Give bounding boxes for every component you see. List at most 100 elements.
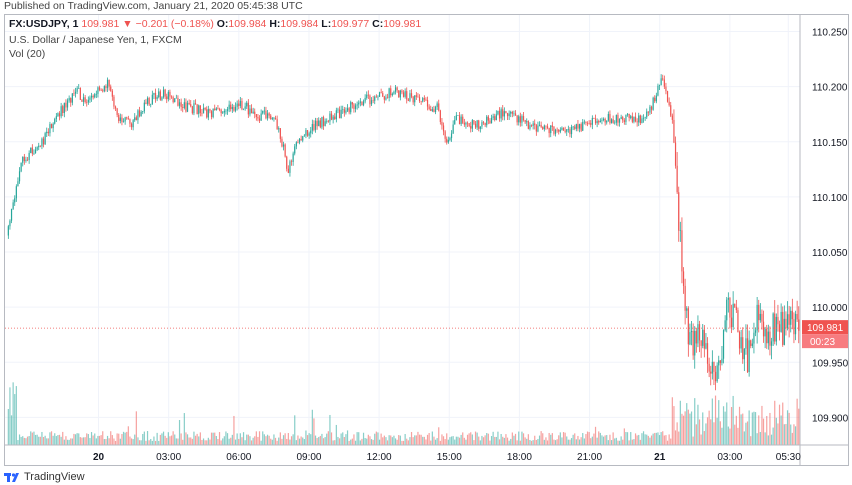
volume-bar: [666, 440, 669, 445]
volume-bar: [554, 440, 557, 445]
volume-bar: [81, 437, 83, 445]
candle-body: [319, 120, 321, 128]
candle-body: [481, 122, 483, 127]
candle-body: [148, 98, 150, 105]
footer-brand[interactable]: TradingView: [4, 470, 85, 484]
volume-bar: [310, 434, 312, 445]
volume-bar: [306, 435, 309, 445]
candle-body: [41, 138, 43, 147]
volume-bar: [458, 437, 461, 445]
volume-bar: [447, 439, 449, 445]
volume-bar: [244, 440, 246, 445]
candle-body: [170, 96, 173, 98]
candle-body: [484, 122, 486, 126]
volume-bar: [194, 435, 197, 445]
volume-bar: [18, 434, 21, 445]
candle-body: [311, 123, 313, 131]
volume-bar: [428, 432, 430, 445]
volume-bar: [334, 440, 336, 445]
volume-bar: [785, 423, 787, 445]
chart-panel[interactable]: 109.900 109.950 110.000 110.050 110.100 110.1…: [4, 14, 849, 466]
volume-bar: [474, 431, 477, 445]
candle-body: [87, 99, 89, 103]
candle-body: [790, 310, 792, 325]
volume-bar: [105, 438, 107, 445]
candle-body: [209, 109, 211, 112]
volume-bar: [82, 437, 85, 445]
candle-body: [510, 111, 512, 114]
candle-body: [124, 117, 126, 122]
volume-bar: [566, 436, 568, 445]
volume-bar: [89, 437, 91, 445]
volume-bar: [180, 433, 182, 445]
candle-body: [425, 99, 427, 101]
candle-body: [65, 102, 67, 108]
candle-body: [321, 117, 323, 128]
candle-body: [599, 120, 601, 123]
volume-bar: [86, 433, 88, 445]
volume-bar: [302, 437, 304, 445]
volume-bar: [540, 431, 542, 445]
candle-body: [694, 330, 696, 356]
candle-body: [730, 317, 733, 328]
candle-body: [732, 303, 734, 328]
volume-bar: [735, 415, 737, 445]
candle-body: [538, 124, 541, 126]
candle-body: [114, 106, 117, 109]
volume-bar: [273, 434, 275, 445]
candle-body: [82, 97, 85, 102]
volume-bar: [682, 415, 685, 445]
candle-body: [497, 110, 499, 115]
volume-bar: [380, 433, 382, 445]
volume-bar: [247, 434, 249, 445]
candle-body: [372, 100, 374, 101]
candle-body: [86, 102, 88, 103]
volume-bar: [73, 433, 75, 445]
volume-bar: [718, 400, 720, 445]
volume-bar: [665, 435, 667, 445]
candle-body: [289, 161, 291, 173]
candle-body: [44, 133, 46, 145]
volume-bar: [102, 431, 104, 445]
volume-bar: [708, 410, 710, 445]
volume-bar: [23, 437, 25, 445]
candle-body: [426, 100, 429, 107]
change-arrow: ▼: [122, 18, 133, 30]
volume-bar: [311, 409, 313, 445]
volume-bar: [327, 431, 329, 445]
candle-body: [154, 93, 157, 100]
volume-bar: [439, 440, 441, 445]
volume-bar: [644, 434, 646, 445]
volume-bar: [514, 433, 517, 445]
candle-body: [674, 142, 677, 166]
candle-body: [473, 120, 475, 124]
volume-bar: [694, 398, 696, 445]
x-tick-label: 20: [93, 452, 105, 463]
candle-body: [20, 162, 22, 172]
volume-bar: [260, 440, 262, 445]
volume-bar: [281, 438, 283, 445]
candle-body: [286, 156, 288, 169]
volume-bar: [420, 434, 422, 445]
candle-body: [550, 125, 552, 134]
volume-bar: [262, 431, 264, 445]
candle-body: [57, 113, 59, 117]
candle-body: [748, 340, 750, 372]
candle-body: [190, 104, 192, 107]
candle-body: [366, 94, 368, 98]
candle-body: [71, 93, 73, 103]
price-chart[interactable]: 109.900 109.950 110.000 110.050 110.100 110.1…: [5, 15, 849, 466]
volume-bar: [553, 439, 555, 445]
volume-bar: [422, 436, 424, 445]
candle-body: [521, 116, 523, 123]
candle-body: [9, 220, 11, 227]
candle-body: [215, 108, 217, 111]
tradingview-logo-icon: [4, 473, 19, 482]
volume-bar: [633, 439, 635, 445]
volume-bar: [770, 434, 773, 445]
candle-body: [708, 363, 710, 372]
volume-bar: [71, 438, 73, 445]
volume-bar: [470, 432, 472, 445]
volume-bar: [598, 431, 600, 445]
candle-body: [399, 90, 401, 98]
